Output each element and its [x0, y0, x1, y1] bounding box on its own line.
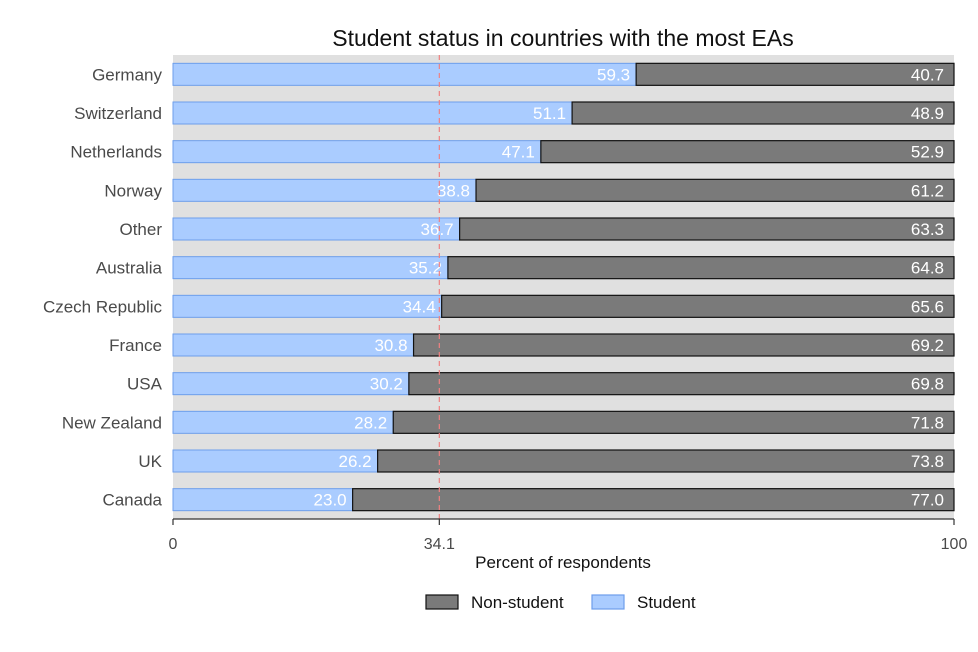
bar-non-student-11: [352, 488, 955, 512]
value-label-non-student-7: 69.2: [911, 336, 944, 355]
x-tick-label-2: 100: [941, 536, 968, 553]
legend-swatch-1: [591, 594, 625, 610]
x-axis: 0 34.1 100: [169, 518, 968, 553]
bar-non-student-8: [408, 372, 955, 396]
legend-label-0: Non-student: [471, 593, 564, 612]
category-label-2: Netherlands: [70, 143, 162, 162]
value-label-student-8: 30.2: [370, 375, 403, 394]
value-label-student-6: 34.4: [403, 297, 436, 316]
bar-non-student-1: [571, 101, 955, 125]
value-label-student-11: 23.0: [314, 491, 347, 510]
bar-student-1: [172, 101, 573, 125]
value-label-non-student-0: 40.7: [911, 65, 944, 84]
value-label-student-3: 38.8: [437, 181, 470, 200]
category-label-0: Germany: [92, 65, 162, 84]
value-label-student-0: 59.3: [597, 65, 630, 84]
category-label-4: Other: [119, 220, 162, 239]
category-label-8: USA: [127, 375, 163, 394]
bar-non-student-2: [540, 140, 955, 164]
value-label-non-student-3: 61.2: [911, 181, 944, 200]
bars-layer: 59.3 40.7 51.1 48.9 47.1 52.9 38.8 61.2 36.7 63.3…: [172, 62, 955, 512]
category-label-11: Canada: [102, 491, 162, 510]
chart-title: Student status in countries with the mos…: [332, 25, 794, 51]
value-label-non-student-8: 69.8: [911, 375, 944, 394]
bar-non-student-9: [392, 410, 955, 434]
bar-non-student-7: [412, 333, 955, 357]
value-label-non-student-6: 65.6: [911, 297, 944, 316]
value-label-non-student-4: 63.3: [911, 220, 944, 239]
category-label-7: France: [109, 336, 162, 355]
bar-student-4: [172, 217, 461, 241]
bar-student-0: [172, 62, 637, 86]
bar-non-student-5: [447, 256, 955, 280]
value-label-student-10: 26.2: [339, 452, 372, 471]
bar-non-student-3: [475, 178, 955, 202]
bar-student-5: [172, 256, 449, 280]
bar-student-3: [172, 178, 477, 202]
bar-non-student-6: [441, 294, 955, 318]
value-label-student-1: 51.1: [533, 104, 566, 123]
bar-non-student-4: [459, 217, 955, 241]
bar-student-2: [172, 140, 542, 164]
bar-non-student-0: [635, 62, 955, 86]
x-tick-label-0: 0: [169, 536, 178, 553]
value-label-non-student-9: 71.8: [911, 413, 944, 432]
category-label-6: Czech Republic: [43, 297, 163, 316]
value-label-non-student-2: 52.9: [911, 143, 944, 162]
value-label-non-student-5: 64.8: [911, 259, 944, 278]
value-label-non-student-11: 77.0: [911, 491, 944, 510]
category-label-10: UK: [138, 452, 162, 471]
legend-swatch-0: [425, 594, 459, 610]
category-label-5: Australia: [96, 259, 163, 278]
value-label-student-9: 28.2: [354, 413, 387, 432]
bar-non-student-10: [377, 449, 955, 473]
legend: Non-student Student: [425, 593, 696, 612]
value-label-non-student-1: 48.9: [911, 104, 944, 123]
x-tick-label-1: 34.1: [424, 536, 455, 553]
value-label-non-student-10: 73.8: [911, 452, 944, 471]
value-label-student-4: 36.7: [421, 220, 454, 239]
category-label-1: Switzerland: [74, 104, 162, 123]
bar-student-6: [172, 294, 443, 318]
category-label-9: New Zealand: [62, 413, 162, 432]
category-label-3: Norway: [104, 181, 162, 200]
value-label-student-5: 35.2: [409, 259, 442, 278]
value-label-student-7: 30.8: [374, 336, 407, 355]
legend-label-1: Student: [637, 593, 696, 612]
plot-background: [173, 55, 954, 519]
category-labels: Germany Switzerland Netherlands Norway Other…: [43, 65, 163, 509]
plot-panel: [173, 55, 954, 519]
x-axis-label: Percent of respondents: [475, 553, 651, 572]
value-label-student-2: 47.1: [502, 143, 535, 162]
